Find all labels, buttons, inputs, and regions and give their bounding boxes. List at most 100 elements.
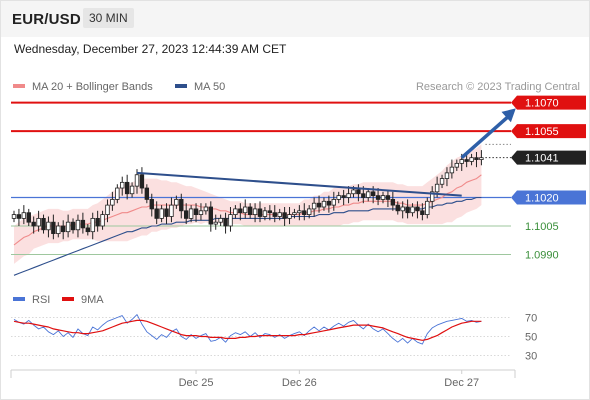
candle-body bbox=[228, 214, 233, 227]
candle-body bbox=[282, 212, 287, 219]
candle-body bbox=[302, 210, 307, 215]
legend-label-1: MA 20 + Bollinger Bands bbox=[32, 81, 153, 93]
candle-body bbox=[149, 199, 154, 210]
level-tag-resistance bbox=[511, 95, 586, 110]
candle-body bbox=[154, 208, 159, 219]
candle-body bbox=[459, 159, 464, 164]
candle-body bbox=[361, 193, 366, 198]
candle-body bbox=[144, 187, 150, 200]
candle-body bbox=[174, 199, 179, 206]
candle-body bbox=[469, 157, 474, 162]
level-tag-last bbox=[511, 150, 586, 165]
candle-body bbox=[169, 204, 174, 217]
candle-body bbox=[474, 157, 479, 160]
candle-body bbox=[100, 214, 105, 227]
candle-body bbox=[61, 225, 66, 233]
candle-body bbox=[351, 189, 356, 195]
candle-body bbox=[36, 217, 41, 227]
rsi-line bbox=[13, 314, 482, 345]
x-tick-label: Dec 25 bbox=[179, 377, 214, 389]
candle-body bbox=[51, 221, 56, 234]
symbol-title: EUR/USD bbox=[12, 11, 81, 28]
candle-body bbox=[110, 199, 115, 206]
candle-body bbox=[420, 210, 425, 215]
candle-body bbox=[208, 206, 213, 225]
candle-body bbox=[262, 210, 268, 217]
level-label-resistance: 1.1070 bbox=[525, 98, 559, 110]
candle-body bbox=[434, 183, 440, 193]
candle-body bbox=[95, 217, 100, 227]
candle-body bbox=[336, 195, 341, 200]
candle-body bbox=[233, 208, 238, 215]
timeframe-badge[interactable]: 30 MIN bbox=[83, 8, 134, 28]
candle-body bbox=[449, 166, 455, 174]
trendline bbox=[136, 171, 462, 197]
rsi-legend-swatch-1 bbox=[13, 297, 25, 301]
candle-body bbox=[380, 195, 386, 200]
candle-body bbox=[444, 172, 450, 179]
candle-body bbox=[370, 191, 376, 197]
rsi-tick-label: 50 bbox=[525, 332, 537, 344]
candle-body bbox=[425, 200, 430, 215]
candle-body bbox=[203, 206, 209, 212]
candle-body bbox=[134, 174, 140, 187]
candle-body bbox=[297, 210, 302, 214]
x-tick-label: Dec 26 bbox=[282, 377, 317, 389]
candle-body bbox=[292, 212, 297, 215]
candle-body bbox=[316, 202, 322, 208]
candle-body bbox=[164, 208, 169, 217]
candle-body bbox=[198, 210, 204, 215]
candle-body bbox=[429, 191, 435, 202]
timestamp-text: Wednesday, December 27, 2023 12:44:39 AM… bbox=[14, 42, 287, 56]
candle-body bbox=[129, 185, 135, 195]
projection-arrow-head bbox=[501, 108, 516, 123]
candle-body bbox=[257, 208, 263, 217]
candle-body bbox=[390, 199, 396, 206]
level-label-pivot: 1.1020 bbox=[525, 193, 559, 205]
candle-body bbox=[31, 221, 36, 227]
candle-body bbox=[479, 157, 484, 160]
rsi-legend-swatch-2 bbox=[62, 297, 74, 301]
candle-body bbox=[223, 217, 228, 227]
candle-body bbox=[75, 219, 81, 231]
candle-body bbox=[56, 225, 61, 234]
level-label-support: 1.1005 bbox=[525, 221, 559, 233]
candle-body bbox=[21, 212, 27, 219]
candle-body bbox=[105, 204, 110, 215]
candle-body bbox=[346, 193, 351, 198]
candle-body bbox=[26, 212, 31, 223]
rsi-ma9-line bbox=[13, 319, 482, 341]
candle-body bbox=[139, 174, 145, 189]
candle-body bbox=[306, 208, 312, 215]
candle-body bbox=[159, 208, 164, 219]
bollinger-band bbox=[14, 144, 482, 264]
rsi-legend-label-1: RSI bbox=[32, 294, 50, 306]
candle-body bbox=[311, 202, 317, 210]
candle-body bbox=[385, 195, 391, 200]
level-label-last: 1.1041 bbox=[525, 153, 559, 165]
candle-body bbox=[326, 200, 332, 206]
credit-text: Research © 2023 Trading Central bbox=[416, 81, 580, 93]
candle-body bbox=[70, 221, 76, 231]
candle-body bbox=[331, 199, 336, 206]
candle-body bbox=[341, 195, 346, 198]
candle-body bbox=[179, 199, 184, 212]
candle-body bbox=[366, 191, 371, 198]
candle-body bbox=[287, 214, 292, 219]
candle-body bbox=[243, 206, 248, 214]
candle-body bbox=[11, 214, 17, 219]
candle-body bbox=[439, 178, 445, 185]
candle-body bbox=[321, 200, 327, 208]
candle-body bbox=[124, 181, 130, 195]
candle-body bbox=[120, 181, 125, 189]
level-tag-resistance bbox=[511, 124, 586, 139]
candle-body bbox=[464, 159, 469, 162]
level-tag-pivot bbox=[511, 190, 586, 205]
candle-body bbox=[400, 206, 405, 212]
candle-body bbox=[356, 189, 361, 195]
level-label-resistance: 1.1055 bbox=[525, 126, 559, 138]
legend-swatch-2 bbox=[175, 84, 187, 88]
candle-body bbox=[193, 208, 199, 215]
candle-body bbox=[65, 221, 71, 233]
